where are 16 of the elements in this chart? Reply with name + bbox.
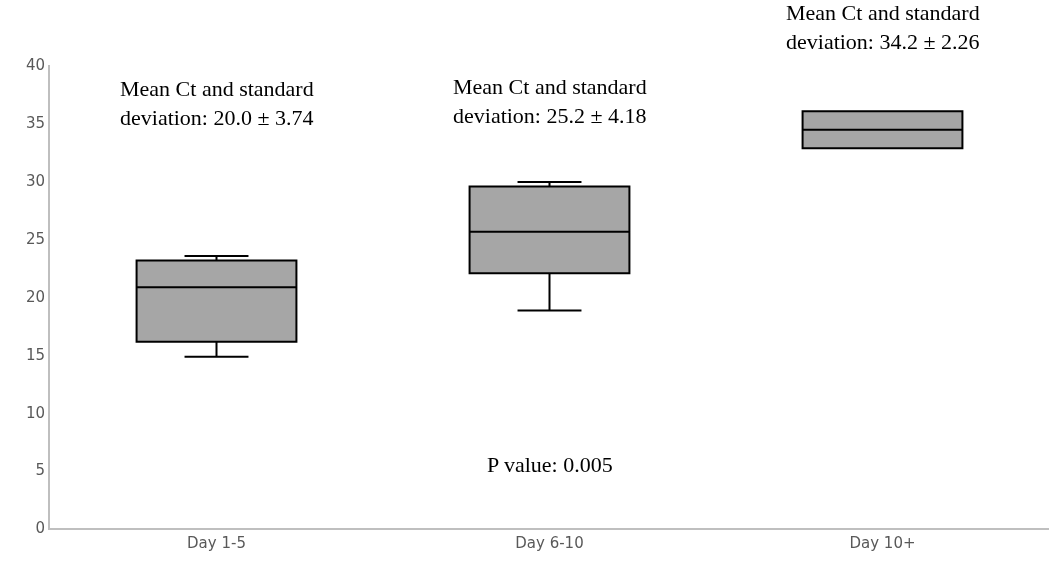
y-tick-label: 35 (25, 114, 45, 133)
y-tick-label: 0 (35, 519, 45, 538)
annotation: P value: 0.005 (487, 452, 613, 477)
y-tick-label: 40 (25, 56, 45, 75)
annotation: Mean Ct and standard deviation: 20.0 ± 3.74 (120, 76, 314, 130)
y-tick-label: 5 (35, 461, 45, 480)
x-tick-label: Day 1-5 (187, 534, 246, 552)
y-tick-label: 30 (25, 172, 45, 190)
y-tick-label: 20 (25, 287, 45, 306)
annotation: Mean Ct and standard deviation: 25.2 ± 4.18 (453, 74, 647, 128)
y-tick-label: 25 (25, 229, 45, 248)
y-tick-label: 15 (25, 345, 45, 364)
x-tick-label: Day 6-10 (515, 534, 584, 552)
x-tick-label: Day 10+ (849, 534, 916, 552)
text: Mean Ct and standard deviation: 34.2 ± 2.26 (786, 0, 980, 54)
y-tick-label: 10 (25, 403, 45, 422)
